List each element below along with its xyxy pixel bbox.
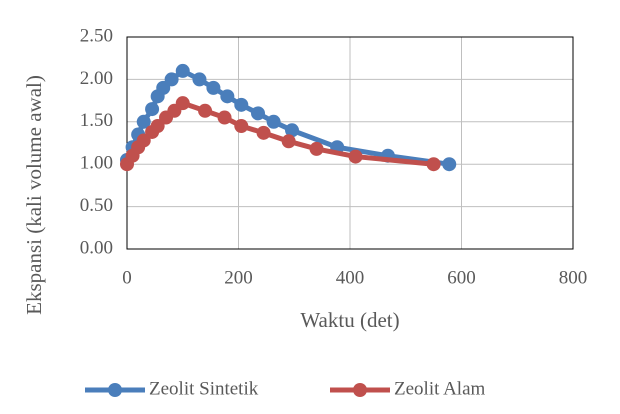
data-point [234, 119, 249, 134]
data-point [251, 106, 266, 121]
y-tick-label: 0.50 [80, 195, 113, 216]
y-axis-title: Ekspansi (kali volume awal) [22, 75, 46, 315]
data-point [192, 72, 207, 87]
y-tick-label: 2.50 [80, 25, 113, 46]
x-tick-label: 0 [122, 267, 132, 288]
data-point [281, 134, 296, 149]
data-point [266, 114, 281, 129]
data-point [136, 114, 151, 129]
data-point [198, 103, 213, 118]
data-point [309, 141, 324, 156]
legend-marker [108, 383, 122, 397]
y-tick-label: 1.00 [80, 153, 113, 174]
data-point [206, 80, 221, 95]
data-point [256, 125, 271, 140]
x-tick-label: 600 [447, 267, 476, 288]
data-point [145, 102, 160, 117]
legend-label: Zeolit Alam [394, 378, 486, 399]
data-point [217, 110, 232, 125]
plot-border [126, 36, 574, 250]
x-axis-title: Waktu (det) [300, 308, 399, 332]
x-tick-label: 200 [224, 267, 253, 288]
legend-label: Zeolit Sintetik [149, 378, 259, 399]
data-point [234, 97, 249, 112]
y-tick-label: 0.00 [80, 237, 113, 258]
data-point [164, 72, 179, 87]
data-point [442, 157, 457, 172]
legend-marker [353, 383, 367, 397]
data-point [175, 63, 190, 78]
x-tick-label: 400 [336, 267, 365, 288]
data-point [220, 89, 235, 104]
data-point [175, 96, 190, 111]
x-tick-label: 800 [559, 267, 588, 288]
data-point [426, 157, 441, 172]
data-point [348, 149, 363, 164]
y-tick-label: 1.50 [80, 110, 113, 131]
y-tick-label: 2.00 [80, 68, 113, 89]
data-point [285, 123, 300, 138]
